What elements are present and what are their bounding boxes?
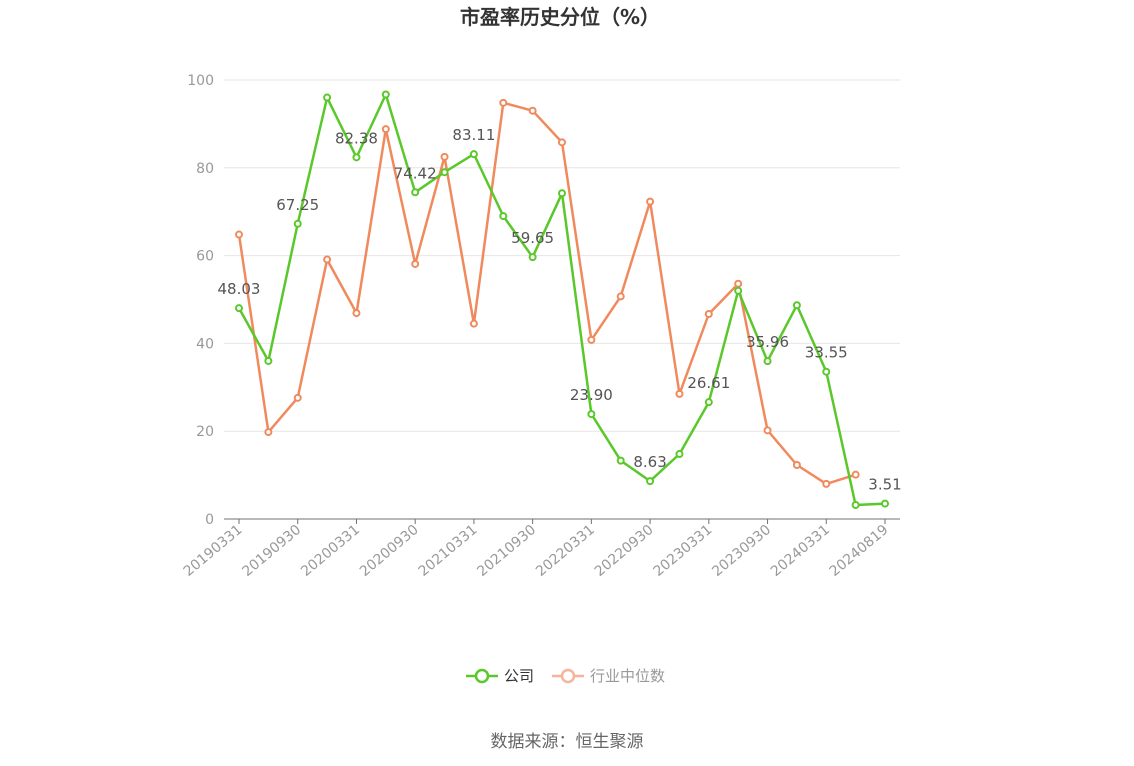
x-tick-label: 20240331 xyxy=(768,522,833,580)
y-axis: 0 20 40 60 80 100 xyxy=(187,73,214,528)
y-tick-label: 100 xyxy=(187,73,214,89)
y-tick-label: 0 xyxy=(205,512,214,528)
data-point xyxy=(235,230,243,239)
legend-marker xyxy=(474,668,490,684)
data-point xyxy=(675,389,684,398)
data-point xyxy=(763,357,772,366)
data-point xyxy=(411,259,420,268)
data-label: 74.42 xyxy=(394,164,437,182)
data-point xyxy=(675,450,684,459)
data-label: 33.55 xyxy=(805,344,848,362)
data-label: 8.63 xyxy=(633,453,666,471)
data-point xyxy=(323,255,332,264)
data-label: 3.51 xyxy=(868,476,901,494)
data-point xyxy=(264,356,273,365)
x-tick-label: 20210930 xyxy=(474,522,539,580)
x-tick-label: 20220331 xyxy=(533,522,598,580)
data-point xyxy=(381,90,390,99)
data-labels: 48.03 67.25 82.38 74.42 83.11 59.65 23.90 8.63 2… xyxy=(218,126,902,493)
data-point xyxy=(646,197,655,206)
legend-item[interactable]: 行业中位数 xyxy=(552,667,665,685)
data-point xyxy=(587,410,596,419)
data-point xyxy=(646,477,655,486)
y-tick-label: 40 xyxy=(196,336,214,352)
data-label: 23.90 xyxy=(570,386,613,404)
x-tick-label: 20240819 xyxy=(827,522,892,580)
data-point xyxy=(528,253,537,262)
data-point xyxy=(822,479,831,488)
data-point xyxy=(792,301,801,310)
data-point xyxy=(293,219,302,228)
data-point xyxy=(822,367,831,376)
data-point xyxy=(352,309,361,318)
data-label: 48.03 xyxy=(218,280,261,298)
data-point xyxy=(616,456,625,465)
data-label: 26.61 xyxy=(687,374,730,392)
data-point xyxy=(587,335,596,344)
legend-marker xyxy=(560,668,576,684)
data-point xyxy=(881,499,889,508)
data-point xyxy=(851,500,860,509)
x-axis: 2019033120190930202003312020093020210331… xyxy=(181,518,900,580)
x-tick-label: 20230331 xyxy=(651,522,716,580)
series-layer xyxy=(235,90,889,509)
y-tick-label: 60 xyxy=(196,249,214,265)
x-tick-label: 20190930 xyxy=(239,522,304,580)
data-label: 67.25 xyxy=(276,196,319,214)
legend-label: 行业中位数 xyxy=(590,667,665,685)
data-point xyxy=(411,188,420,197)
data-point xyxy=(734,279,743,288)
data-point xyxy=(469,319,478,328)
grid-lines xyxy=(224,79,900,432)
x-tick-label: 20200331 xyxy=(298,522,363,580)
source-note: 数据来源：恒生聚源 xyxy=(491,732,644,752)
series-line xyxy=(237,93,886,507)
data-point xyxy=(499,98,508,107)
data-point xyxy=(704,398,713,407)
data-point xyxy=(558,189,566,198)
data-point xyxy=(264,428,273,437)
legend[interactable]: 公司 行业中位数 xyxy=(466,667,665,685)
data-point xyxy=(440,152,449,161)
data-point xyxy=(558,138,566,147)
chart-title: 市盈率历史分位（%） xyxy=(460,5,660,29)
data-label: 59.65 xyxy=(511,229,554,247)
y-tick-label: 20 xyxy=(196,424,214,440)
x-tick-label: 20210331 xyxy=(416,522,481,580)
x-tick-label: 20220930 xyxy=(592,522,657,580)
series-line xyxy=(237,101,856,486)
data-point xyxy=(323,93,332,102)
data-point xyxy=(352,153,361,162)
data-point xyxy=(499,212,508,221)
legend-label: 公司 xyxy=(504,667,534,685)
data-point xyxy=(528,106,537,115)
data-point xyxy=(792,461,801,470)
data-label: 35.96 xyxy=(746,333,789,351)
data-point xyxy=(734,286,743,295)
data-point xyxy=(235,304,243,313)
data-point xyxy=(616,292,625,301)
data-label: 83.11 xyxy=(452,126,495,144)
data-point xyxy=(440,168,449,177)
data-point xyxy=(293,393,302,402)
x-tick-label: 20190331 xyxy=(181,522,246,580)
x-tick-label: 20230930 xyxy=(709,522,774,580)
data-point xyxy=(704,309,713,318)
legend-item[interactable]: 公司 xyxy=(466,667,534,685)
x-tick-label: 20200930 xyxy=(357,522,422,580)
data-point xyxy=(469,150,478,159)
data-point xyxy=(851,470,860,479)
y-tick-label: 80 xyxy=(196,161,214,177)
data-point xyxy=(381,125,390,134)
data-point xyxy=(763,426,772,435)
data-label: 82.38 xyxy=(335,129,378,147)
